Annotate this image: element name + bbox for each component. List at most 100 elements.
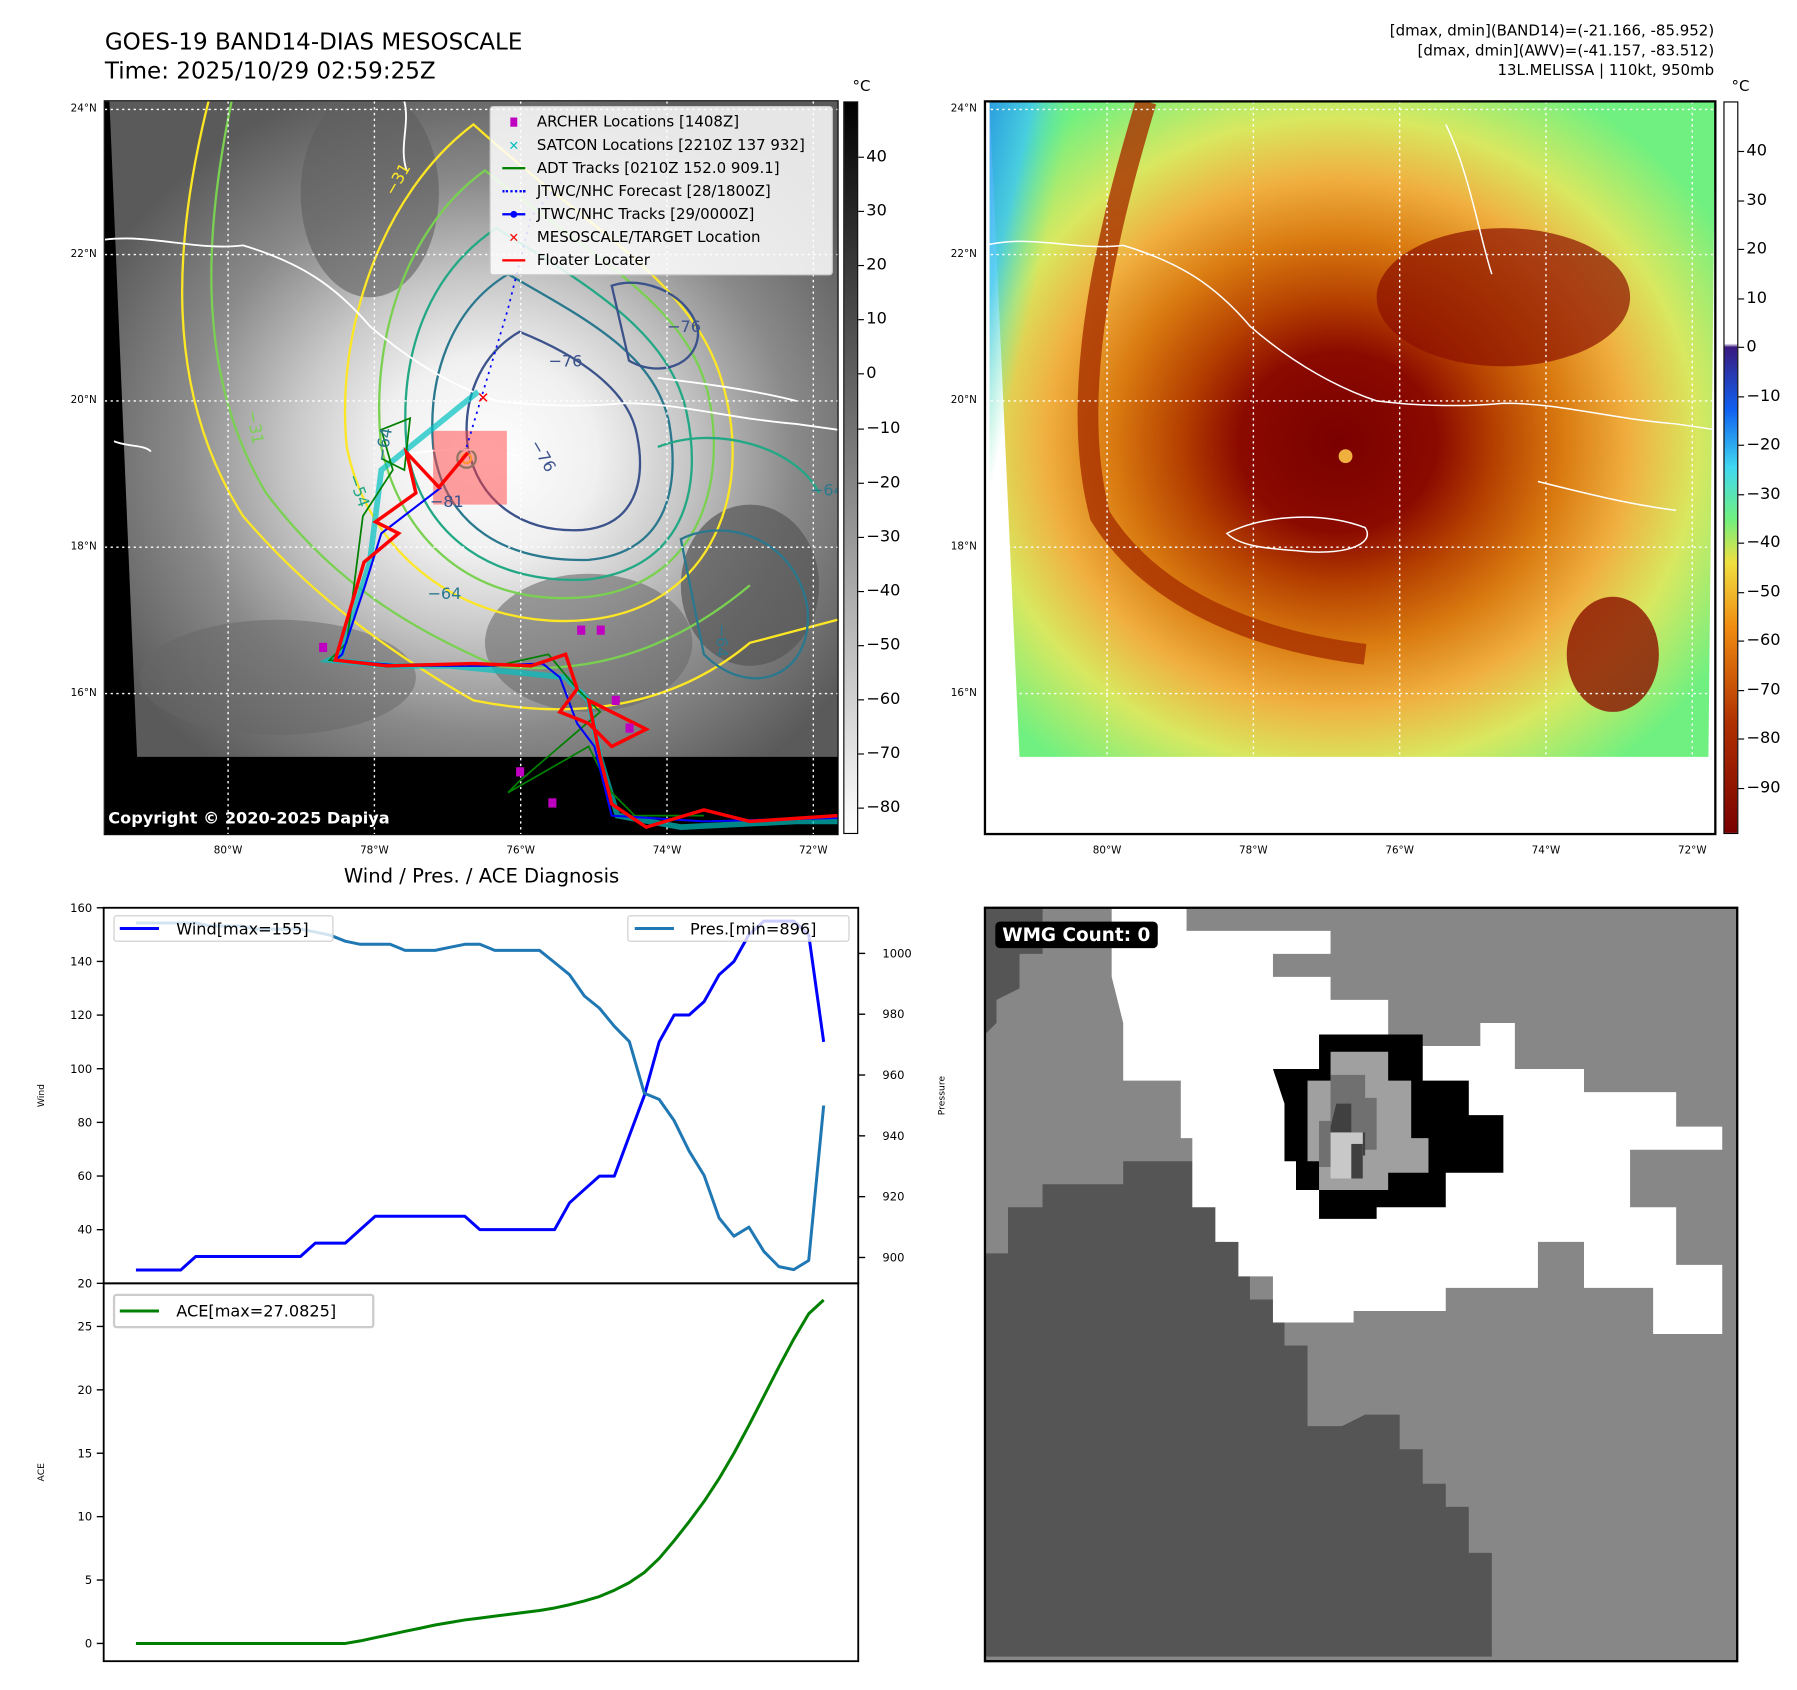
title-line-2: Time: 2025/10/29 02:59:25Z [104,56,436,85]
legend-ace: ACE[max=27.0825] [112,1293,375,1329]
info-line-1: [dmax, dmin](BAND14)=(-21.166, -85.952) [1389,23,1715,41]
title-line-1: GOES-19 BAND14-DIAS MESOSCALE [104,27,523,56]
y-tick-label-right: 960 [882,1068,904,1082]
colorbar-tick-label: 20 [1738,239,1767,259]
series-line-wind [135,919,826,1272]
colorbar-tick-label: −10 [1738,386,1781,405]
lon-label: 80°W [1092,845,1122,858]
lat-label: 18°N [70,541,97,553]
legend-pressure: Pres.[min=896] [627,915,850,942]
square-marker-icon [491,117,537,127]
lat-label: 24°N [950,103,977,116]
legend-label: JTWC/NHC Forecast [28/1800Z] [536,182,771,200]
y-tick-label-right: 980 [882,1007,904,1021]
y-tick-label: 80 [78,1115,93,1129]
colorbar-tick-label: 40 [1738,141,1767,161]
colorbar-tick-label: −50 [858,635,901,655]
lat-label: 20°N [70,395,97,407]
colorbar-tick-label: −30 [1738,484,1781,503]
colorbar-tick-label: −70 [1738,680,1781,699]
colorbar-tick-label: 10 [858,310,887,329]
line-icon [491,259,537,262]
legend-label: Pres.[min=896] [690,919,816,938]
colorbar-tick-label: 30 [858,201,887,221]
y-axis-label: Wind [36,1084,47,1107]
legend-label: ARCHER Locations [1408Z] [536,113,740,131]
y-tick-label-right: 1000 [882,946,911,960]
colorbar-unit: °C [852,78,871,96]
wmg-image [984,907,1723,1657]
lat-label: 22°N [70,248,97,261]
y-tick-label: 15 [78,1446,93,1460]
awv-imagery [984,101,1716,835]
colorbar-tick-label: −40 [858,581,901,600]
colorbar-unit: °C [1731,78,1750,96]
wmg-count-label: WMG Count: 0 [995,921,1158,949]
x-marker-icon: ✕ [508,137,520,153]
y-tick-label-right: 920 [882,1190,904,1204]
legend-label: MESOSCALE/TARGET Location [536,228,761,246]
chart-panel-frame [102,906,860,1285]
lon-label: 72°W [798,845,828,858]
legend-label: Wind[max=155] [176,919,308,938]
floater-track [332,446,838,830]
legend-item-jtwc: JTWC/NHC Tracks [29/0000Z] [491,203,754,226]
y-tick-label: 60 [78,1169,93,1183]
lon-label: 76°W [1385,845,1414,858]
lat-label: 18°N [950,541,977,553]
lat-label: 20°N [950,395,977,407]
y-axis-label-right: Pressure [937,1076,948,1116]
floater-box [433,430,507,505]
y-tick-label: 20 [78,1383,93,1397]
y-tick-label: 100 [70,1062,92,1076]
y-tick-label: 140 [70,954,92,968]
target-location-marker: ✕ [477,389,490,407]
legend-item-archer: ARCHER Locations [1408Z] [491,111,739,134]
lon-label: 78°W [360,845,389,858]
figure-title: GOES-19 BAND14-DIAS MESOSCALE Time: 2025… [105,28,523,86]
colorbar-tick-label: −20 [1738,435,1781,454]
colorbar-tick-label: −20 [858,473,901,492]
dotted-line-icon [491,190,537,193]
legend-label: ACE[max=27.0825] [176,1302,336,1321]
y-tick-label: 0 [85,1636,92,1650]
y-tick-label: 10 [78,1510,93,1524]
y-tick-label: 25 [78,1319,93,1333]
chart-title: Wind / Pres. / ACE Diagnosis [343,865,620,889]
map-legend: ARCHER Locations [1408Z] ✕ SATCON Locatio… [489,105,833,276]
diagnosis-chart: 204060801001201401609009209409609801000P… [36,901,948,1663]
colorbar-tick-label: −80 [1738,729,1781,748]
chart-panel-frame [102,1282,860,1663]
colorbar-tick-label: 30 [1738,190,1767,210]
contour-label: −76 [667,317,702,337]
y-tick-label: 120 [70,1008,92,1022]
legend-box [113,915,334,942]
legend-wind: Wind[max=155] [113,915,334,942]
colorbar-tick-label: 10 [1738,288,1767,308]
legend-box [112,1293,375,1329]
ir-map-frame [103,100,839,836]
legend-item-forecast: JTWC/NHC Forecast [28/1800Z] [491,180,771,203]
y-axis-label: ACE [36,1463,47,1482]
y-tick-label-right: 900 [882,1251,904,1265]
legend-label: Floater Locater [536,251,650,269]
y-tick-label: 5 [85,1573,92,1587]
info-text: [dmax, dmin](BAND14)=(-21.166, -85.952) … [1390,22,1714,81]
colorbar-tick-label: −50 [1738,582,1781,601]
colorbar-tick-label: −90 [1738,778,1781,797]
ir-colorbar [843,101,859,835]
line-icon [491,167,537,170]
lon-label: 72°W [1677,845,1707,858]
series-line-ace [135,1298,825,1645]
x-marker-icon: ✕ [508,229,520,245]
awv-colorbar [1723,101,1739,835]
lon-label: 76°W [506,845,536,858]
lon-label: 74°W [652,845,682,858]
colorbar-tick-label: −40 [1738,533,1781,552]
colorbar-tick-label: −10 [858,418,901,438]
colorbar-tick-label: −70 [858,744,901,763]
lat-label: 16°N [70,687,97,700]
y-tick-label-right: 940 [882,1129,904,1143]
lon-label: 78°W [1239,845,1268,858]
wmg-frame [983,906,1739,1663]
